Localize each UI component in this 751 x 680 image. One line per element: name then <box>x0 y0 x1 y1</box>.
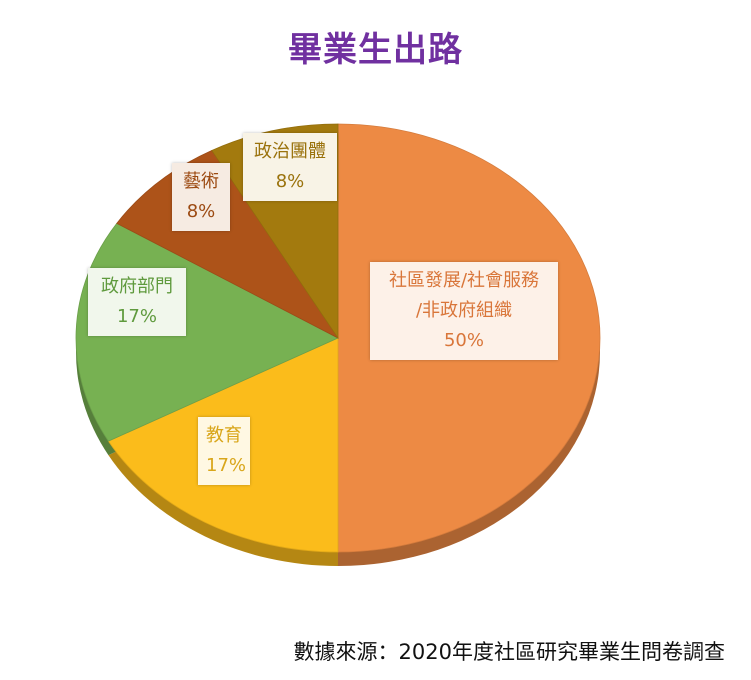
data-label-community: 社區發展/社會服務 /非政府組織 50% <box>370 262 558 360</box>
data-label-political-value: 8% <box>275 171 305 192</box>
data-label-education-value: 17% <box>206 455 247 476</box>
data-label-education: 教育 17% <box>198 417 250 485</box>
data-label-community-line-1: 社區發展/社會服務 <box>388 270 540 291</box>
data-label-political-line-1: 政治團體 <box>254 141 326 162</box>
data-label-community-line-2: /非政府組織 <box>415 300 513 321</box>
data-label-arts: 藝術 8% <box>172 163 230 231</box>
data-label-education-line-1: 教育 <box>206 425 242 446</box>
data-label-arts-line-1: 藝術 <box>183 171 219 192</box>
data-label-arts-value: 8% <box>186 201 216 222</box>
chart-title: 畢業生出路 <box>288 30 463 70</box>
data-label-political: 政治團體 8% <box>243 133 337 201</box>
data-label-government-value: 17% <box>116 306 157 327</box>
data-label-government-line-1: 政府部門 <box>101 276 173 297</box>
source-note: 數據來源：2020年度社區研究畢業生問卷調查 <box>293 640 725 664</box>
data-label-government: 政府部門 17% <box>88 268 186 336</box>
data-label-community-value: 50% <box>443 330 484 351</box>
